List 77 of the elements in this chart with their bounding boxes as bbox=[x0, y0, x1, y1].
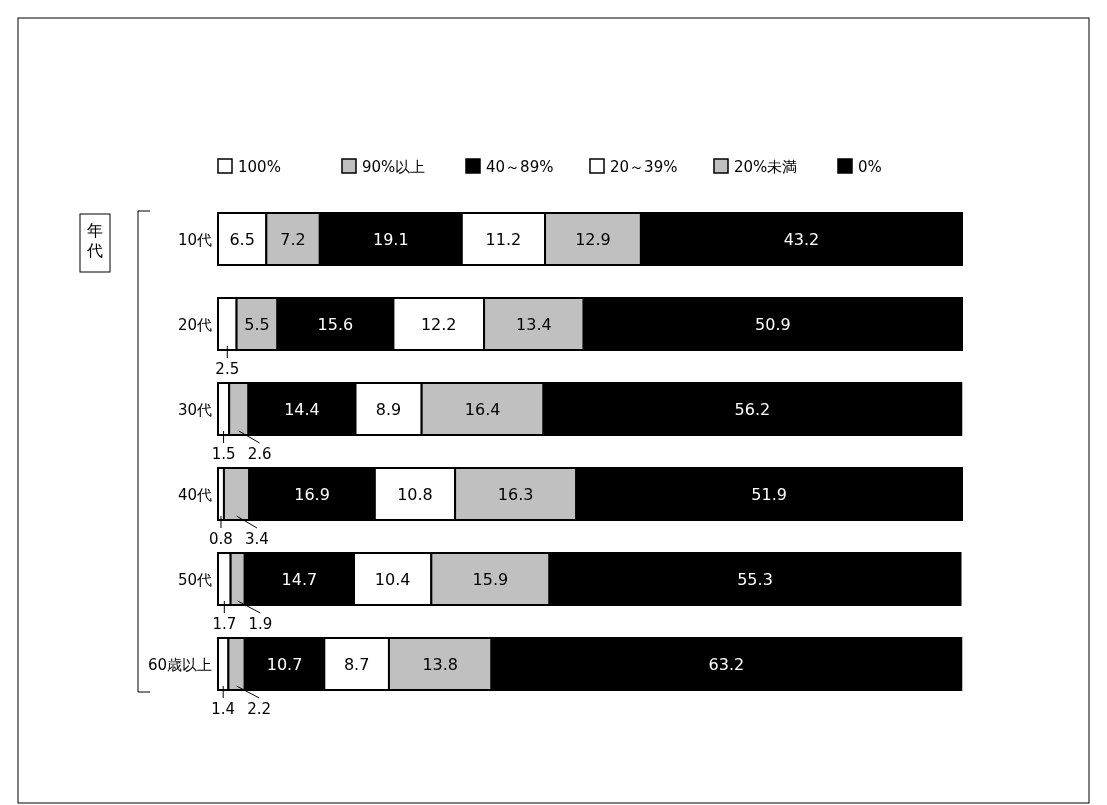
data-label: 8.9 bbox=[375, 400, 402, 419]
data-label: 0.8 bbox=[209, 530, 233, 548]
bar bbox=[490, 637, 963, 691]
data-label: 15.6 bbox=[317, 315, 354, 334]
data-label: 7.2 bbox=[280, 230, 306, 249]
data-label: 12.2 bbox=[420, 315, 457, 334]
data-label: 2.5 bbox=[215, 360, 240, 378]
data-label: 1.9 bbox=[248, 615, 273, 633]
legend-label: 0% bbox=[858, 158, 882, 176]
bar bbox=[243, 637, 326, 691]
bar bbox=[483, 297, 585, 351]
data-label: 3.4 bbox=[245, 530, 269, 548]
data-label: 43.2 bbox=[783, 230, 820, 249]
data-label: 50.9 bbox=[755, 315, 791, 334]
data-label: 14.4 bbox=[284, 400, 320, 419]
bar bbox=[387, 637, 493, 691]
y-axis-title: 年代 bbox=[86, 221, 103, 260]
bar bbox=[217, 212, 268, 266]
data-label: 8.7 bbox=[343, 655, 370, 674]
data-label: 16.4 bbox=[464, 400, 501, 419]
data-label: 55.3 bbox=[737, 570, 773, 589]
bar bbox=[420, 382, 545, 436]
data-label: 1.5 bbox=[211, 445, 236, 463]
data-label: 2.6 bbox=[247, 445, 272, 463]
bar bbox=[460, 212, 547, 266]
bar bbox=[354, 382, 423, 436]
legend-label: 20%未満 bbox=[734, 158, 798, 176]
data-label: 16.3 bbox=[497, 485, 534, 504]
data-label: 16.9 bbox=[294, 485, 330, 504]
data-label: 5.5 bbox=[244, 315, 270, 334]
y-tick-label: 20代 bbox=[177, 316, 212, 334]
bar bbox=[430, 552, 551, 606]
y-tick-label: 30代 bbox=[177, 401, 212, 419]
y-tick-label: 60歳以上 bbox=[147, 656, 212, 674]
bar bbox=[265, 212, 321, 266]
bar bbox=[247, 382, 357, 436]
y-tick-label: 50代 bbox=[177, 571, 212, 589]
bar bbox=[454, 467, 578, 521]
y-tick-label: 10代 bbox=[177, 231, 212, 249]
bar bbox=[392, 297, 486, 351]
data-label: 63.2 bbox=[708, 655, 745, 674]
data-label: 13.4 bbox=[516, 315, 552, 334]
bar bbox=[318, 212, 463, 266]
data-label: 14.7 bbox=[281, 570, 318, 589]
data-label: 11.2 bbox=[485, 230, 522, 249]
data-label: 6.5 bbox=[229, 230, 255, 249]
data-label: 13.8 bbox=[422, 655, 459, 674]
data-label: 15.9 bbox=[472, 570, 509, 589]
legend-label: 40～89% bbox=[486, 158, 554, 176]
bar bbox=[639, 212, 963, 266]
data-label: 56.2 bbox=[734, 400, 771, 419]
data-label: 12.9 bbox=[575, 230, 611, 249]
legend-label: 90%以上 bbox=[362, 158, 426, 176]
bar bbox=[582, 297, 963, 351]
data-label: 10.7 bbox=[266, 655, 303, 674]
bar bbox=[227, 637, 246, 691]
bar bbox=[248, 467, 376, 521]
bar bbox=[373, 467, 457, 521]
bar bbox=[276, 297, 395, 351]
bar bbox=[217, 297, 238, 351]
data-label: 51.9 bbox=[751, 485, 787, 504]
bar bbox=[243, 552, 356, 606]
data-label: 10.4 bbox=[374, 570, 411, 589]
bar bbox=[544, 212, 642, 266]
bar bbox=[548, 552, 962, 606]
legend-label: 20～39% bbox=[610, 158, 678, 176]
data-label: 1.4 bbox=[211, 700, 236, 718]
bar bbox=[542, 382, 963, 436]
bar bbox=[222, 467, 251, 521]
legend-label: 100% bbox=[238, 158, 281, 176]
data-label: 19.1 bbox=[372, 230, 409, 249]
data-label: 2.2 bbox=[247, 700, 272, 718]
data-label: 10.8 bbox=[397, 485, 433, 504]
bar bbox=[323, 637, 390, 691]
data-label: 1.7 bbox=[212, 615, 237, 633]
bar bbox=[575, 467, 963, 521]
bar bbox=[353, 552, 433, 606]
